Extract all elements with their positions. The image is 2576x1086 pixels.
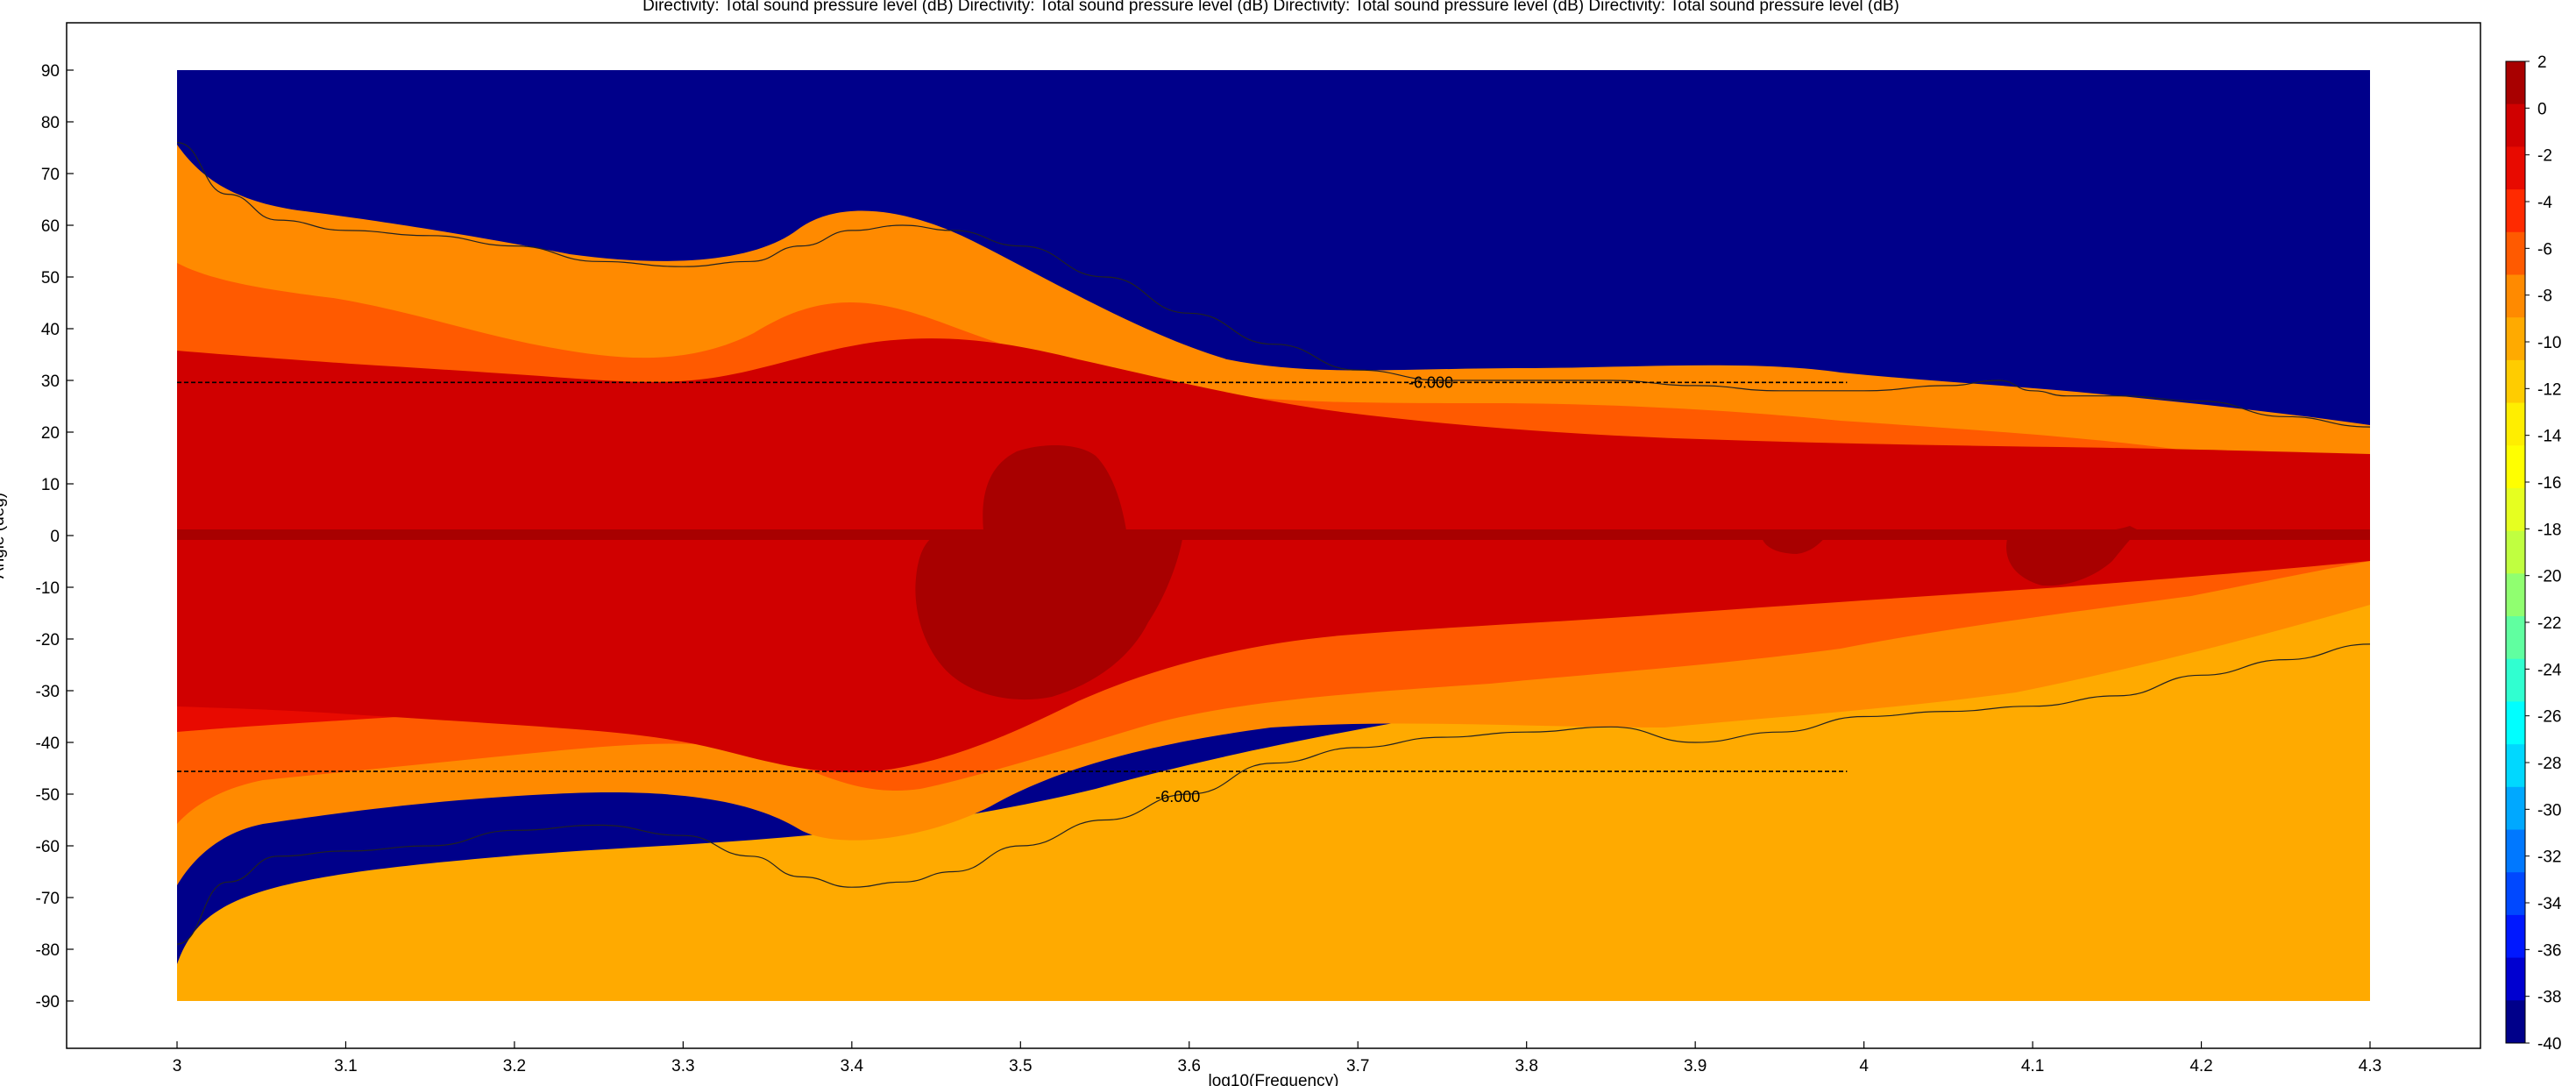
colorbar-tick-label: -8 xyxy=(2537,287,2552,306)
colorbar-segment xyxy=(2506,274,2525,318)
x-tick-label: 3.8 xyxy=(1515,1057,1537,1075)
colorbar-segment xyxy=(2506,317,2525,361)
colorbar-segment xyxy=(2506,146,2525,190)
colorbar-ticks: 2 0 -2 -4 -6 -8 -10 -12 -14 -16 -18 -20 -22 -24 -26 -28… xyxy=(2525,53,2562,1054)
y-tick-label: 30 xyxy=(41,373,60,391)
y-axis-label: Angle (deg) xyxy=(0,493,8,578)
colorbar-segment xyxy=(2506,872,2525,916)
colorbar-segment xyxy=(2506,61,2525,105)
colorbar-tick-label: -32 xyxy=(2537,848,2561,867)
y-tick-label: 70 xyxy=(41,166,60,184)
colorbar-segment xyxy=(2506,957,2525,1001)
colorbar-tick-label: -6 xyxy=(2537,240,2552,259)
colorbar-segment xyxy=(2506,231,2525,275)
colorbar-tick-label: -16 xyxy=(2537,474,2561,493)
contour-label-upper: -6.000 xyxy=(1409,373,1453,391)
x-tick-label: 4.1 xyxy=(2021,1057,2044,1075)
y-axis-ticks: 90 80 70 60 50 40 30 20 10 0 -10 -20 -30 -40 -50 -60 -70… xyxy=(36,62,74,1011)
y-tick-label: 0 xyxy=(50,528,60,546)
colorbar-tick-label: -38 xyxy=(2537,989,2561,1007)
colorbar-segment xyxy=(2506,658,2525,702)
colorbar-segment xyxy=(2506,573,2525,617)
colorbar-segment xyxy=(2506,786,2525,831)
colorbar-segment xyxy=(2506,402,2525,446)
colorbar-tick-label: -20 xyxy=(2537,568,2561,586)
y-tick-label: -50 xyxy=(36,786,60,805)
colorbar-segment xyxy=(2506,914,2525,959)
colorbar-tick-label: -18 xyxy=(2537,521,2561,539)
colorbar-segment xyxy=(2506,701,2525,745)
colorbar-segment xyxy=(2506,359,2525,404)
y-tick-label: 60 xyxy=(41,217,60,236)
y-tick-label: -10 xyxy=(36,579,60,598)
colorbar-tick-label: -2 xyxy=(2537,147,2552,166)
colorbar-segment xyxy=(2506,487,2525,532)
x-tick-label: 3.3 xyxy=(671,1057,694,1075)
colorbar-tick-label: -12 xyxy=(2537,380,2561,399)
colorbar-tick-label: 0 xyxy=(2537,100,2547,118)
band-level--8-to--6 xyxy=(177,473,2370,1001)
dark-lobe-3-95 xyxy=(1762,535,1827,554)
x-axis-label: log10(Frequency) xyxy=(1209,1072,1339,1086)
colorbar-segment xyxy=(2506,616,2525,660)
colorbar-tick-label: -34 xyxy=(2537,895,2562,913)
y-tick-label: -20 xyxy=(36,631,60,649)
contour-line-lower--6db xyxy=(177,643,2370,945)
y-tick-label: -70 xyxy=(36,890,60,908)
colorbar-tick-label: -28 xyxy=(2537,755,2561,773)
colorbar-segment xyxy=(2506,1000,2525,1044)
contour-label-lower: -6.000 xyxy=(1155,788,1200,806)
x-tick-label: 3.9 xyxy=(1684,1057,1707,1075)
band-level-0-to-2-lower-fill xyxy=(177,338,2370,772)
y-tick-label: -80 xyxy=(36,941,60,960)
chart-title: Directivity: Total sound pressure level … xyxy=(642,0,1899,15)
dark-lobe-4-1 xyxy=(2006,526,2139,586)
y-tick-label: 40 xyxy=(41,321,60,339)
x-tick-label: 3.1 xyxy=(334,1057,357,1075)
y-tick-label: -60 xyxy=(36,838,60,856)
x-tick-label: 3.6 xyxy=(1178,1057,1201,1075)
x-tick-label: 3.7 xyxy=(1346,1057,1369,1075)
colorbar-tick-label: -14 xyxy=(2537,428,2562,446)
colorbar-segment xyxy=(2506,189,2525,233)
contour-line-upper--6db xyxy=(177,142,2370,428)
y-tick-label: -30 xyxy=(36,683,60,701)
colorbar-tick-label: -36 xyxy=(2537,941,2561,960)
x-tick-label: 4 xyxy=(1859,1057,1869,1075)
x-tick-label: 3.5 xyxy=(1009,1057,1032,1075)
y-tick-label: 90 xyxy=(41,62,60,81)
colorbar-frame xyxy=(2505,60,2526,1044)
colorbar-tick-label: 2 xyxy=(2537,53,2547,72)
y-tick-label: 10 xyxy=(41,476,60,494)
x-tick-label: 4.3 xyxy=(2359,1057,2381,1075)
colorbar-tick-label: -4 xyxy=(2537,194,2552,212)
colorbar-segment xyxy=(2506,829,2525,873)
y-tick-label: 50 xyxy=(41,269,60,287)
x-tick-label: 3.4 xyxy=(841,1057,864,1075)
colorbar-tick-label: -40 xyxy=(2537,1035,2561,1054)
y-tick-label: -90 xyxy=(36,993,60,1011)
colorbar-segment xyxy=(2506,744,2525,788)
colorbar-segment xyxy=(2506,445,2525,489)
contour-fill-area xyxy=(177,70,2370,1001)
colorbar-tick-label: -30 xyxy=(2537,801,2561,820)
x-tick-label: 4.2 xyxy=(2189,1057,2212,1075)
colorbar-segment xyxy=(2506,103,2525,147)
colorbar-segment xyxy=(2506,530,2525,574)
x-tick-label: 3 xyxy=(173,1057,182,1075)
colorbar-tick-label: -22 xyxy=(2537,614,2561,633)
x-tick-label: 3.2 xyxy=(503,1057,526,1075)
y-tick-label: 80 xyxy=(41,114,60,132)
colorbar-tick-label: -26 xyxy=(2537,708,2561,727)
y-tick-label: -40 xyxy=(36,735,60,753)
colorbar xyxy=(2505,60,2526,1044)
colorbar-tick-label: -24 xyxy=(2537,661,2562,679)
dark-lobe-center xyxy=(915,445,1183,700)
x-axis-ticks: 3 3.1 3.2 3.3 3.4 3.5 3.6 3.7 3.8 3.9 4 4.1 4.2 4.3 xyxy=(173,1041,2381,1075)
y-tick-label: 20 xyxy=(41,424,60,443)
colorbar-tick-label: -10 xyxy=(2537,334,2561,352)
